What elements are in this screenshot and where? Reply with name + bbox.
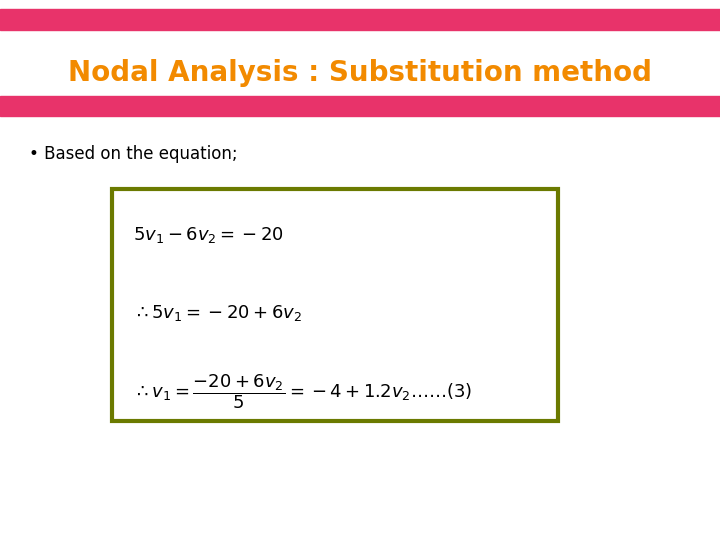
Bar bbox=[0, 9, 720, 30]
Text: • Based on the equation;: • Based on the equation; bbox=[29, 145, 238, 163]
Bar bbox=[112, 189, 558, 421]
Bar bbox=[0, 96, 720, 116]
Text: $5v_1 - 6v_2 = -20$: $5v_1 - 6v_2 = -20$ bbox=[133, 225, 284, 245]
Text: $\therefore 5v_1 = -20 + 6v_2$: $\therefore 5v_1 = -20 + 6v_2$ bbox=[133, 303, 302, 323]
Text: Nodal Analysis : Substitution method: Nodal Analysis : Substitution method bbox=[68, 59, 652, 87]
Text: $\therefore v_1 = \dfrac{-20 + 6v_2}{5} = -4 + 1.2v_2\ldots\ldots(3)$: $\therefore v_1 = \dfrac{-20 + 6v_2}{5} … bbox=[133, 372, 472, 411]
